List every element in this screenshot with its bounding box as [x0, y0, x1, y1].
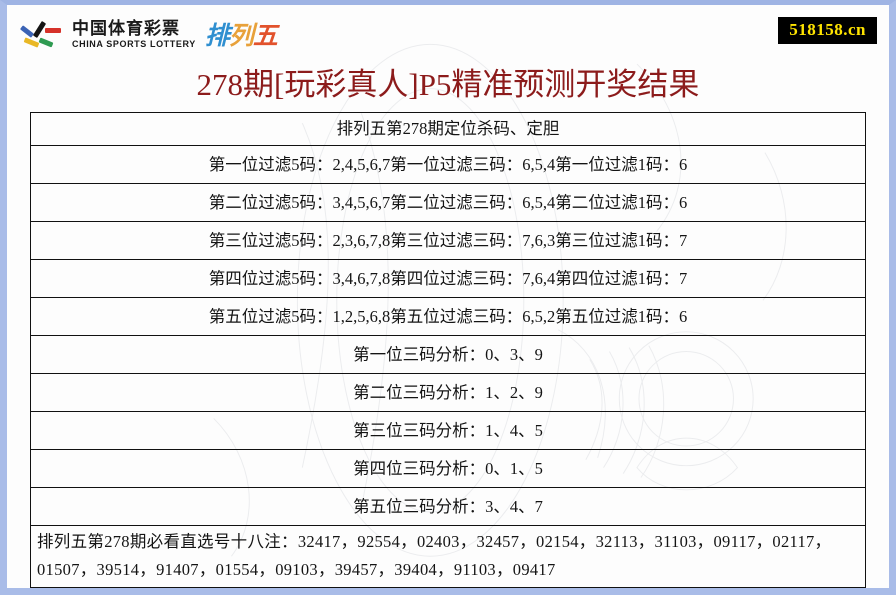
analysis-row-1: 第一位三码分析：0、3、9 — [30, 335, 866, 374]
filter1-value-5: 6 — [679, 307, 688, 326]
filter5-label-4: 第四位过滤5码： — [208, 269, 333, 288]
prediction-table: 排列五第278期定位杀码、定胆 第一位过滤5码：2,4,5,6,7第一位过滤三码… — [30, 112, 866, 588]
table-header-row: 排列五第278期定位杀码、定胆 — [30, 112, 866, 146]
filter1-value-4: 7 — [679, 269, 688, 288]
picks-row: 排列五第278期必看直选号十八注：32417，92554，02403，32457… — [30, 525, 866, 588]
picks-numbers: 32417，92554，02403，32457，02154，32113，3110… — [37, 532, 832, 579]
filter3-label-1: 第一位过滤三码： — [390, 155, 523, 174]
table-row: 第三位过滤5码：2,3,6,7,8第三位过滤三码：7,6,3第三位过滤1码：7 — [30, 221, 866, 260]
filter-row-2: 第二位过滤5码：3,4,5,6,7第二位过滤三码：6,5,4第二位过滤1码：6 — [30, 183, 866, 222]
game-series-logo: 排列五 — [204, 16, 278, 52]
filter1-value-3: 7 — [679, 231, 688, 250]
filter-row-3: 第三位过滤5码：2,3,6,7,8第三位过滤三码：7,6,3第三位过滤1码：7 — [30, 221, 866, 260]
filter1-value-2: 6 — [679, 193, 688, 212]
table-row: 第一位三码分析：0、3、9 — [30, 335, 866, 374]
filter5-label-3: 第三位过滤5码： — [208, 231, 333, 250]
table-row: 第二位过滤5码：3,4,5,6,7第二位过滤三码：6,5,4第二位过滤1码：6 — [30, 183, 866, 222]
filter1-label-5: 第五位过滤1码： — [555, 307, 679, 326]
filter1-value-1: 6 — [679, 155, 688, 174]
filter5-label-5: 第五位过滤5码： — [208, 307, 333, 326]
site-header: 中国体育彩票 CHINA SPORTS LOTTERY 排列五 518158.c… — [7, 5, 889, 57]
filter3-value-1: 6,5,4 — [522, 155, 556, 174]
filter-row-4: 第四位过滤5码：3,4,6,7,8第四位过滤三码：7,6,4第四位过滤1码：7 — [30, 259, 866, 298]
table-row: 第五位三码分析：3、4、7 — [30, 487, 866, 526]
filter3-value-2: 6,5,4 — [522, 193, 556, 212]
table-row: 排列五第278期必看直选号十八注：32417，92554，02403，32457… — [30, 525, 866, 588]
filter-row-1: 第一位过滤5码：2,4,5,6,7第一位过滤三码：6,5,4第一位过滤1码：6 — [30, 145, 866, 184]
filter3-label-2: 第二位过滤三码： — [390, 193, 523, 212]
table-row: <<以上仅为个人观点，请谨慎参考！>> — [30, 587, 866, 588]
brand-name-cn: 中国体育彩票 — [72, 18, 180, 38]
filter-row-5: 第五位过滤5码：1,2,5,6,8第五位过滤三码：6,5,2第五位过滤1码：6 — [30, 297, 866, 336]
prediction-table-body: 排列五第278期定位杀码、定胆 第一位过滤5码：2,4,5,6,7第一位过滤三码… — [30, 112, 866, 588]
filter5-value-1: 2,4,5,6,7 — [332, 155, 391, 174]
page-title: 278期[玩彩真人]P5精准预测开奖结果 — [196, 67, 700, 102]
filter5-label-1: 第一位过滤5码： — [208, 155, 333, 174]
filter5-label-2: 第二位过滤5码： — [208, 193, 333, 212]
filter5-value-5: 1,2,5,6,8 — [332, 307, 391, 326]
table-row: 第四位三码分析：0、1、5 — [30, 449, 866, 488]
disclaimer-row: <<以上仅为个人观点，请谨慎参考！>> — [30, 587, 866, 588]
series-char-2: 五 — [252, 22, 278, 50]
filter5-value-3: 2,3,6,7,8 — [332, 231, 391, 250]
table-row: 第二位三码分析：1、2、9 — [30, 373, 866, 412]
table-header-cell: 排列五第278期定位杀码、定胆 — [30, 112, 866, 146]
analysis-row-5: 第五位三码分析：3、4、7 — [30, 487, 866, 526]
table-row: 第四位过滤5码：3,4,6,7,8第四位过滤三码：7,6,4第四位过滤1码：7 — [30, 259, 866, 298]
filter1-label-2: 第二位过滤1码： — [555, 193, 679, 212]
analysis-row-4: 第四位三码分析：0、1、5 — [30, 449, 866, 488]
filter5-value-4: 3,4,6,7,8 — [332, 269, 391, 288]
brand-logo[interactable]: 中国体育彩票 CHINA SPORTS LOTTERY 排列五 — [19, 16, 278, 52]
filter1-label-1: 第一位过滤1码： — [555, 155, 679, 174]
filter3-value-3: 7,6,3 — [522, 231, 556, 250]
analysis-row-3: 第三位三码分析：1、4、5 — [30, 411, 866, 450]
analysis-row-2: 第二位三码分析：1、2、9 — [30, 373, 866, 412]
filter3-label-5: 第五位过滤三码： — [390, 307, 523, 326]
site-domain-badge[interactable]: 518158.cn — [778, 17, 877, 44]
filter3-label-4: 第四位过滤三码： — [390, 269, 523, 288]
filter5-value-2: 3,4,5,6,7 — [332, 193, 391, 212]
filter1-label-4: 第四位过滤1码： — [555, 269, 679, 288]
table-row: 第一位过滤5码：2,4,5,6,7第一位过滤三码：6,5,4第一位过滤1码：6 — [30, 145, 866, 184]
series-char-1: 列 — [228, 22, 254, 50]
brand-name-en: CHINA SPORTS LOTTERY — [72, 38, 196, 49]
sports-lottery-mark-icon — [19, 17, 65, 51]
filter3-label-3: 第三位过滤三码： — [390, 231, 523, 250]
filter3-value-5: 6,5,2 — [522, 307, 556, 326]
filter1-label-3: 第三位过滤1码： — [555, 231, 679, 250]
table-row: 第三位三码分析：1、4、5 — [30, 411, 866, 450]
table-row: 第五位过滤5码：1,2,5,6,8第五位过滤三码：6,5,2第五位过滤1码：6 — [30, 297, 866, 336]
filter3-value-4: 7,6,4 — [522, 269, 556, 288]
series-char-0: 排 — [204, 22, 230, 50]
picks-label: 排列五第278期必看直选号十八注： — [37, 532, 298, 551]
